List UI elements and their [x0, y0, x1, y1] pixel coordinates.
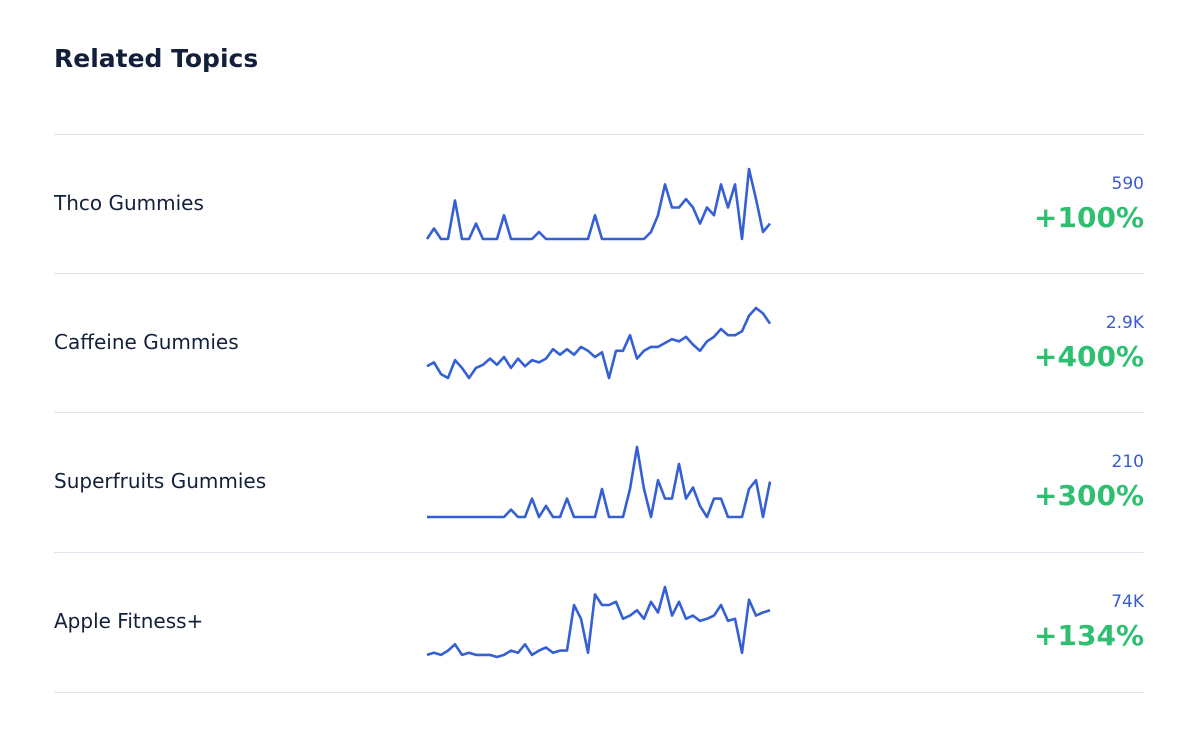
growth: +100%: [1034, 201, 1144, 234]
trend-line: [427, 446, 772, 519]
topic-row: Caffeine Gummies 2.9K +400%: [54, 273, 1144, 413]
growth: +300%: [1034, 479, 1144, 513]
topic-name: Apple Fitness+: [54, 608, 204, 633]
sparkline: [426, 585, 771, 658]
topic-row: Thco Gummies 590 +100%: [54, 134, 1144, 274]
topic-name: Thco Gummies: [54, 191, 204, 215]
growth: +134%: [1034, 618, 1144, 652]
trend-line: [425, 167, 771, 241]
topic-row: Superfruits Gummies 210 +300%: [54, 412, 1144, 552]
sparkline: [427, 446, 772, 519]
growth: +400%: [1034, 340, 1144, 374]
topic-name: Caffeine Gummies: [54, 330, 239, 355]
topic-name: Superfruits Gummies: [54, 469, 267, 494]
volume: 210: [1111, 452, 1144, 473]
sparkline: [425, 167, 771, 241]
title: Related Topics: [54, 44, 259, 73]
topic-row: Apple Fitness+ 74K +134%: [54, 551, 1144, 693]
sparkline: [426, 306, 772, 380]
trend-line: [426, 585, 771, 658]
volume: 2.9K: [1105, 313, 1144, 334]
trend-line: [426, 306, 772, 380]
volume: 590: [1111, 174, 1144, 194]
volume: 74K: [1111, 591, 1144, 612]
